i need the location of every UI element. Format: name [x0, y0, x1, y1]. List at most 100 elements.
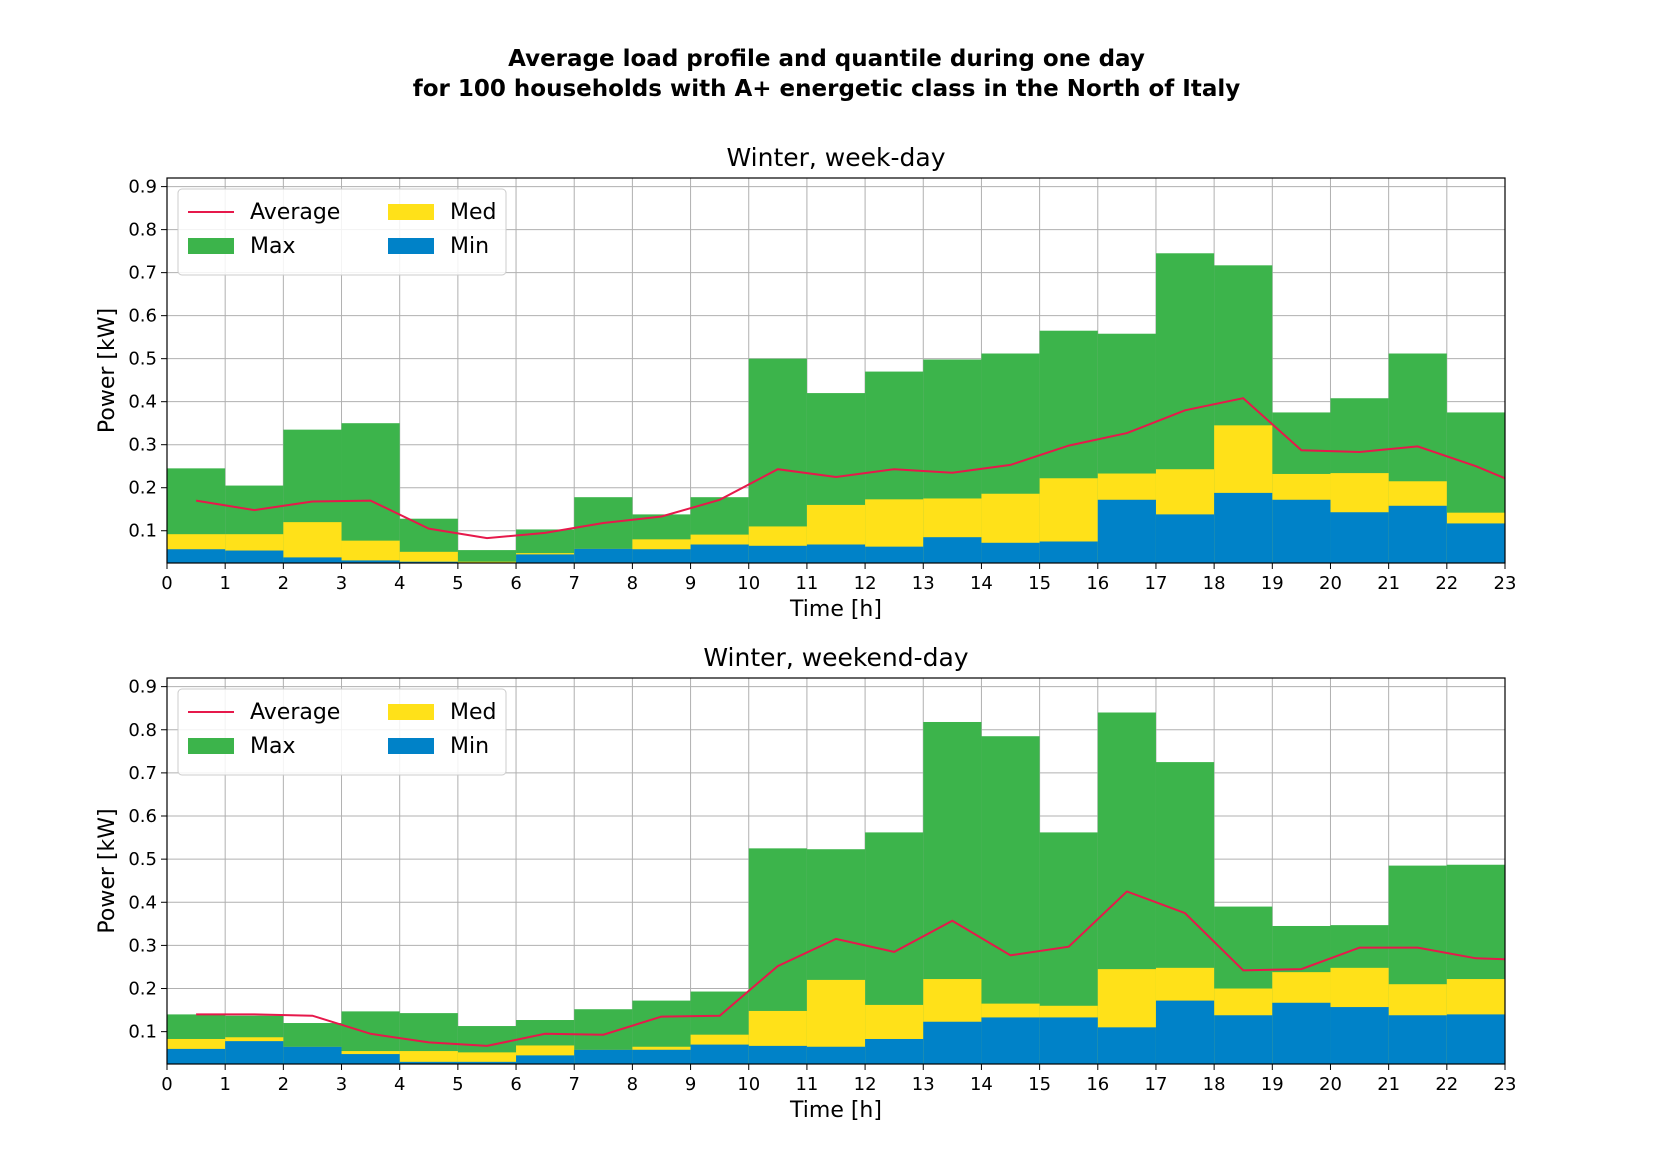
- x-tick-label: 16: [1086, 573, 1109, 594]
- legend-max-swatch: [188, 238, 234, 254]
- y-tick-label: 0.6: [128, 306, 157, 327]
- x-tick-label: 9: [685, 1074, 696, 1095]
- y-tick-label: 0.1: [128, 1022, 157, 1043]
- legend-min-label: Min: [450, 734, 489, 759]
- min-bar: [399, 561, 458, 563]
- legend-med-label: Med: [450, 200, 496, 225]
- y-tick-label: 0.7: [128, 263, 157, 284]
- legend-min-swatch: [388, 738, 434, 754]
- x-tick-label: 0: [161, 573, 172, 594]
- max-bar: [457, 550, 517, 563]
- y-tick-label: 0.4: [128, 892, 157, 913]
- x-tick-label: 7: [568, 1074, 579, 1095]
- x-tick-label: 18: [1203, 573, 1226, 594]
- legend-max-label: Max: [250, 234, 295, 259]
- min-bar: [1388, 1015, 1447, 1064]
- legend-max-label: Max: [250, 734, 295, 759]
- max-bar: [341, 423, 400, 563]
- min-bar: [341, 1054, 400, 1064]
- legend-med-label: Med: [450, 700, 496, 725]
- x-tick-label: 3: [336, 1074, 347, 1095]
- x-tick-label: 6: [510, 573, 521, 594]
- min-bar: [981, 1017, 1040, 1064]
- x-tick-label: 12: [854, 573, 877, 594]
- figure-title-line2: for 100 households with A+ energetic cla…: [412, 76, 1241, 102]
- plot-frame: [166, 677, 1506, 1065]
- min-bar: [1388, 505, 1447, 563]
- x-tick-label: 19: [1261, 1074, 1284, 1095]
- legend-min-swatch: [388, 238, 434, 254]
- x-tick-label: 5: [452, 1074, 463, 1095]
- legend: Average Max Med Min: [177, 688, 507, 776]
- average-line: [196, 890, 1506, 1047]
- y-tick-label: 0.1: [128, 521, 157, 542]
- min-bar: [981, 542, 1040, 563]
- x-tick-label: 18: [1203, 1074, 1226, 1095]
- x-axis-label: Time [h]: [789, 597, 882, 622]
- x-tick-label: 21: [1377, 1074, 1400, 1095]
- min-bar: [167, 549, 226, 563]
- x-tick-label: 15: [1028, 1074, 1051, 1095]
- x-tick-label: 17: [1145, 1074, 1168, 1095]
- x-tick-label: 20: [1319, 1074, 1342, 1095]
- min-bar: [806, 544, 866, 563]
- med-bar: [457, 561, 517, 563]
- min-bar: [1446, 1014, 1505, 1064]
- min-bar: [690, 1044, 749, 1064]
- figure-title-line1: Average load profile and quantile during…: [508, 46, 1145, 72]
- min-bar: [1039, 1017, 1098, 1064]
- x-tick-label: 20: [1319, 573, 1342, 594]
- figure-title: Average load profile and quantile during…: [0, 44, 1653, 104]
- med-bar: [399, 1051, 458, 1064]
- x-tick-label: 0: [161, 1074, 172, 1095]
- y-tick-label: 0.9: [128, 677, 157, 698]
- x-tick-label: 14: [970, 1074, 993, 1095]
- x-tick-label: 9: [685, 573, 696, 594]
- min-bar: [865, 546, 924, 563]
- y-tick-label: 0.4: [128, 392, 157, 413]
- average-line: [195, 397, 1506, 540]
- min-bar: [457, 1061, 517, 1064]
- min-bar: [399, 1061, 458, 1064]
- x-tick-label: 23: [1494, 573, 1517, 594]
- min-bar: [1097, 1027, 1156, 1064]
- min-bar: [283, 557, 342, 563]
- min-bar: [1446, 523, 1505, 563]
- min-bar: [1272, 1002, 1331, 1064]
- y-axis-label: Power [kW]: [95, 308, 120, 433]
- min-bar: [923, 1021, 982, 1064]
- min-bar: [341, 560, 400, 563]
- x-tick-label: 19: [1261, 573, 1284, 594]
- y-tick-label: 0.6: [128, 806, 157, 827]
- min-bar: [748, 545, 807, 563]
- x-tick-label: 17: [1145, 573, 1168, 594]
- x-tick-label: 4: [394, 1074, 405, 1095]
- x-tick-label: 12: [854, 1074, 877, 1095]
- x-tick-label: 7: [568, 573, 579, 594]
- y-tick-label: 0.7: [128, 763, 157, 784]
- panel-title: Winter, weekend-day: [703, 643, 968, 672]
- y-tick-label: 0.2: [128, 979, 157, 1000]
- min-bar: [167, 1048, 226, 1064]
- y-tick-label: 0.2: [128, 478, 157, 499]
- x-tick-label: 6: [510, 1074, 521, 1095]
- min-bar: [225, 550, 284, 563]
- x-tick-label: 14: [970, 573, 993, 594]
- legend-average-label: Average: [250, 700, 340, 725]
- y-tick-label: 0.3: [128, 935, 157, 956]
- legend-med-swatch: [388, 704, 434, 720]
- med-bar: [283, 522, 342, 563]
- med-bar: [399, 551, 458, 563]
- min-bar: [690, 544, 749, 563]
- y-tick-label: 0.8: [128, 220, 157, 241]
- y-tick-label: 0.9: [128, 177, 157, 198]
- legend: Average Max Med Min: [177, 188, 507, 276]
- x-tick-label: 11: [795, 573, 818, 594]
- x-tick-label: 23: [1494, 1074, 1517, 1095]
- min-bar: [574, 1049, 633, 1064]
- min-bar: [225, 1041, 284, 1064]
- min-bar: [1097, 499, 1156, 563]
- x-tick-label: 8: [627, 573, 638, 594]
- min-bar: [516, 554, 575, 563]
- min-bar: [632, 1049, 691, 1064]
